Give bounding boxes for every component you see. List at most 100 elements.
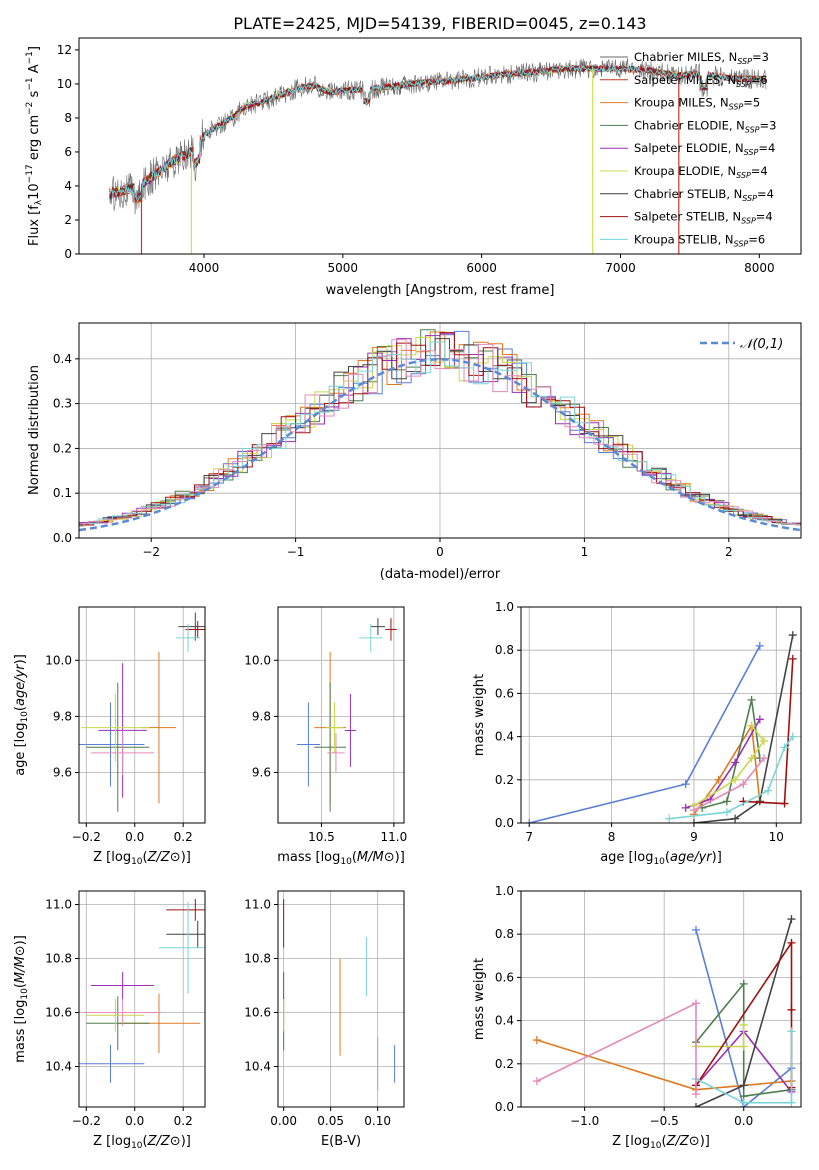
spectrum-series-line	[109, 58, 767, 215]
weight-marker	[689, 806, 698, 815]
residual-ylabel: Normed distribution	[27, 365, 42, 495]
xtick-label: 0.0	[734, 1114, 753, 1128]
residual-ytick-label: 0.1	[53, 486, 72, 500]
normal-curve	[79, 358, 801, 532]
weight-marker	[692, 1103, 700, 1107]
xtick-label: 7	[525, 830, 533, 844]
z-mass-panel: −0.2 0.0 0.2 10.4 10.6 10.8 11.0 Z [log10(Z/Z⊙)…	[13, 890, 206, 1151]
weight-marker	[665, 814, 674, 823]
spectrum-ytick-label: 2	[64, 213, 72, 227]
plot-area	[79, 899, 205, 1083]
ylabel: age [log10(age/yr)]	[13, 654, 30, 776]
weight-marker	[532, 1036, 541, 1045]
residual-ytick-label: 0.2	[53, 441, 72, 455]
xtick-label: −0.2	[72, 1114, 101, 1128]
spectrum-xtick-label: 5000	[328, 261, 359, 275]
spectrum-legend-label: Salpeter STELIB, NSSP=4	[634, 210, 773, 226]
spectrum-xlabel: wavelength [Angstrom, rest frame]	[326, 283, 555, 298]
weight-marker	[788, 631, 797, 640]
plot-area	[525, 631, 797, 823]
xtick-label: 0.00	[270, 1114, 297, 1128]
ytick-label: 10.4	[45, 1060, 72, 1074]
weight-marker	[788, 732, 797, 741]
weight-marker	[681, 780, 690, 789]
weight-marker	[692, 1090, 700, 1099]
weight-marker	[755, 715, 764, 724]
ytick-label: 0.6	[495, 686, 514, 700]
axes-frame	[277, 606, 405, 824]
xlabel: Z [log10(Z/Z⊙)]	[612, 1134, 710, 1151]
ytick-label: 0.4	[495, 730, 514, 744]
ticks: 10.5 11.0 9.6 9.8 10.0	[244, 653, 407, 844]
residual-xtick-label: 2	[725, 545, 733, 559]
z-weight-panel: −1.0 −0.5 0.0 0.0 0.2 0.4 0.6 0.8 1.0 Z [log10(Z/…	[472, 884, 802, 1151]
xtick-label: 0.2	[174, 830, 193, 844]
spectrum-series-line	[109, 64, 767, 203]
grid	[79, 607, 205, 823]
spectrum-ytick-label: 8	[64, 111, 72, 125]
ticks: −1.0 −0.5 0.0 0.0 0.2 0.4 0.6 0.8 1.0	[495, 884, 753, 1128]
axes-frame	[78, 606, 206, 824]
weight-marker	[722, 797, 731, 806]
weight-marker	[787, 1098, 796, 1107]
spectrum-legend-label: Kroupa MILES, NSSP=5	[634, 96, 760, 112]
residual-xtick-label: 0	[436, 545, 444, 559]
ytick-label: 0.8	[495, 643, 514, 657]
xtick-label: 0.0	[125, 1114, 144, 1128]
spectrum-xtick-label: 4000	[189, 261, 220, 275]
ytick-label: 9.6	[53, 766, 72, 780]
data-point	[175, 623, 201, 652]
ytick-label: 0.8	[495, 927, 514, 941]
axes-frame	[78, 890, 206, 1108]
ytick-label: 1.0	[495, 884, 514, 898]
weight-marker	[692, 999, 700, 1008]
data-point	[325, 702, 344, 753]
xlabel: Z [log10(Z/Z⊙)]	[93, 850, 191, 867]
weight-marker	[780, 743, 789, 752]
spectrum-ytick-label: 0	[64, 247, 72, 261]
weight-marker	[681, 803, 690, 812]
data-point	[370, 618, 386, 636]
normal-legend-label: 𝒩(0,1)	[740, 337, 783, 352]
spectrum-legend-label: Kroupa ELODIE, NSSP=4	[634, 164, 768, 180]
weight-marker	[787, 1005, 796, 1014]
data-point	[83, 999, 162, 1026]
ytick-label: 10.0	[45, 653, 72, 667]
spectrum-ytick-label: 4	[64, 179, 72, 193]
xtick-label: −1.0	[570, 1114, 599, 1128]
spectrum-legend-label: Salpeter ELODIE, NSSP=4	[634, 141, 775, 157]
weight-marker	[739, 780, 748, 789]
plot-area	[296, 618, 397, 812]
xtick-label: 0.05	[317, 1114, 344, 1128]
data-point	[359, 623, 383, 652]
ytick-label: 10.4	[244, 1060, 271, 1074]
data-point	[79, 702, 145, 787]
mass-age-panel: 10.5 11.0 9.6 9.8 10.0 mass [log10(M/M⊙)]	[244, 606, 407, 867]
weight-series-line	[693, 634, 794, 823]
spectrum-legend-label: Chabrier ELODIE, NSSP=3	[634, 118, 776, 134]
ytick-label: 0.2	[495, 773, 514, 787]
weight-series-line	[536, 1039, 792, 1091]
data-point	[185, 621, 205, 638]
data-point	[344, 693, 357, 767]
weight-series-line	[695, 929, 793, 1107]
weight-marker	[764, 786, 773, 795]
xtick-label: 10.5	[308, 830, 335, 844]
data-point	[91, 730, 155, 776]
spectrum-xtick-label: 6000	[466, 261, 497, 275]
ytick-label: 0.0	[495, 1100, 514, 1114]
ytick-label: 9.8	[252, 709, 271, 723]
residual-panel: −2 −1 0 1 2 0.0 0.1 0.2 0.3 0.4 𝒩(0,1) (data-mode…	[27, 322, 802, 582]
ytick-label: 9.6	[252, 766, 271, 780]
weight-marker	[780, 799, 789, 808]
weight-marker	[788, 654, 797, 663]
ytick-label: 10.0	[244, 653, 271, 667]
xlabel: E(B-V)	[321, 1134, 361, 1149]
data-point	[385, 618, 397, 641]
ytick-label: 0.2	[495, 1057, 514, 1071]
z-age-panel: −0.2 0.0 0.2 9.6 9.8 10.0 Z [log10(Z/Z⊙)] age […	[13, 606, 206, 867]
ylabel: mass weight	[472, 958, 487, 1040]
residual-xtick-label: −2	[142, 545, 160, 559]
axes-frame	[520, 890, 802, 1108]
